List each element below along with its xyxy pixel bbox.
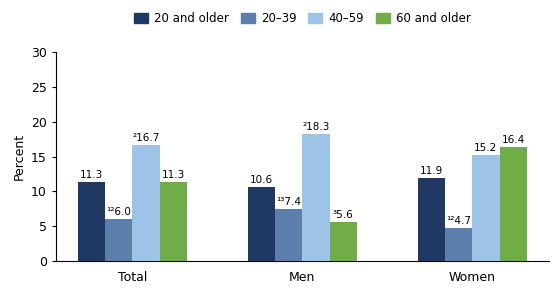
Bar [248,187,275,261]
Bar [160,182,187,261]
Text: 11.3: 11.3 [162,170,185,180]
Bar [275,209,302,261]
Text: ³5.6: ³5.6 [333,210,353,220]
Text: 11.3: 11.3 [80,170,103,180]
Text: 16.4: 16.4 [502,135,525,145]
Text: 15.2: 15.2 [474,143,497,153]
Y-axis label: Percent: Percent [12,133,26,180]
Text: ²16.7: ²16.7 [132,133,160,143]
Bar [472,155,500,261]
Bar [330,222,357,261]
Text: 11.9: 11.9 [420,166,443,176]
Text: ¹²4.7: ¹²4.7 [446,216,471,226]
Bar [445,228,472,261]
Bar [302,134,330,261]
Bar [78,182,105,261]
Text: 10.6: 10.6 [250,175,273,185]
Text: ¹²6.0: ¹²6.0 [106,207,131,217]
Bar [133,145,160,261]
Text: ²18.3: ²18.3 [302,122,330,132]
Bar [418,178,445,261]
Bar [105,219,133,261]
Bar [500,147,527,261]
Legend: 20 and older, 20–39, 40–59, 60 and older: 20 and older, 20–39, 40–59, 60 and older [129,7,475,30]
Text: ¹³7.4: ¹³7.4 [276,197,301,207]
